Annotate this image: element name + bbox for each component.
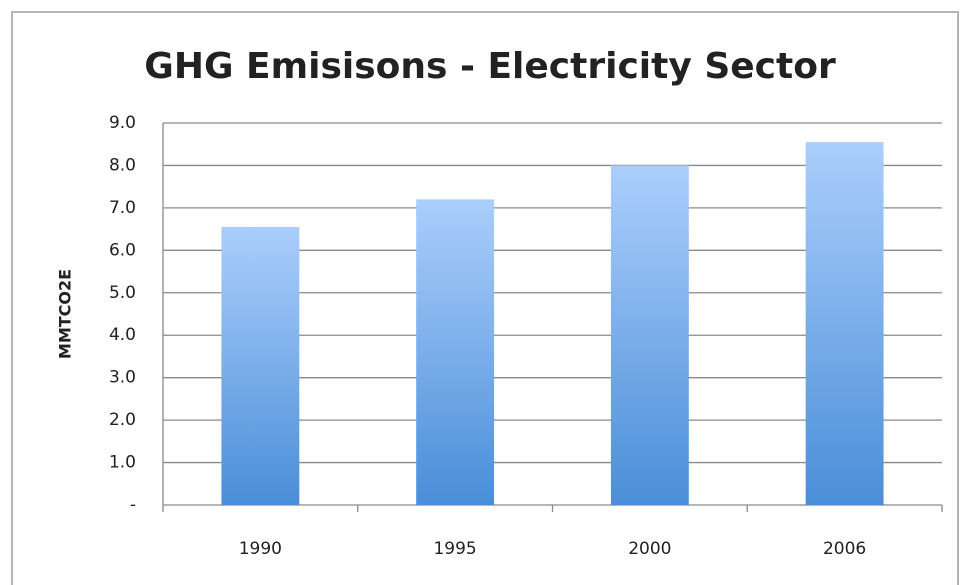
x-tick-label: 2006 (823, 539, 866, 559)
bar (610, 165, 689, 505)
y-tick-label: 8.0 (109, 155, 136, 175)
y-tick-label: - (130, 495, 136, 515)
y-tick-label: 9.0 (109, 113, 136, 133)
y-tick-label: 1.0 (109, 453, 136, 473)
y-tick-label: 3.0 (109, 368, 136, 388)
x-tick-label: 1990 (239, 539, 282, 559)
x-tick-label: 2000 (628, 539, 671, 559)
bar (805, 142, 884, 505)
chart-title: GHG Emisisons - Electricity Sector (144, 46, 836, 87)
bar (221, 226, 300, 505)
bar (416, 199, 495, 505)
chart-frame (11, 11, 959, 585)
y-tick-label: 6.0 (109, 240, 136, 260)
x-tick-label: 1995 (433, 539, 476, 559)
y-axis-label: MMTCO2E (56, 269, 75, 359)
y-tick-label: 7.0 (109, 198, 136, 218)
y-tick-label: 2.0 (109, 410, 136, 430)
y-tick-label: 4.0 (109, 325, 136, 345)
y-tick-label: 5.0 (109, 283, 136, 303)
